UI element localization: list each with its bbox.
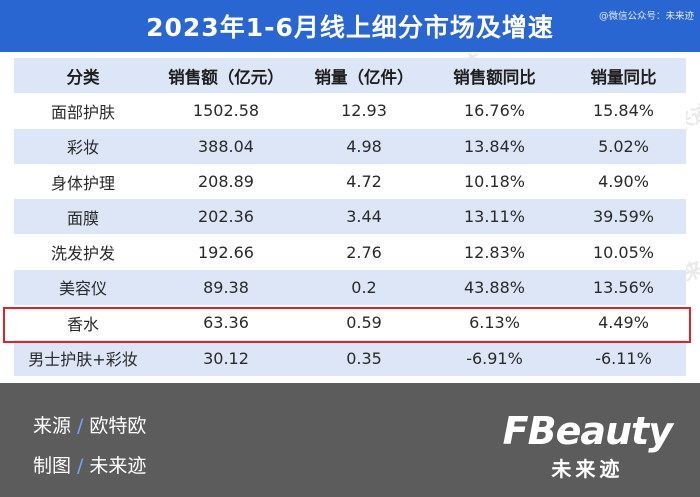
header-sales-volume: 销量（亿件） [300, 58, 428, 94]
cell-amount-yoy: 12.83% [428, 234, 561, 270]
cell-sales-volume: 0.59 [300, 305, 428, 341]
maker-credit: 制图 / 未来迹 [33, 451, 146, 478]
header-sales-amount: 销售额（亿元） [152, 58, 300, 94]
cell-category: 洗发护发 [14, 234, 152, 270]
cell-volume-yoy: 39.59% [561, 199, 686, 235]
cell-category: 男士护肤+彩妆 [14, 340, 152, 376]
watermark-tag: @微信公众号：未来迹 [598, 11, 694, 22]
cell-sales-amount: 89.38 [152, 269, 300, 306]
market-table: 分类 销售额（亿元） 销量（亿件） 销售额同比 销量同比 面部护肤 1502.5… [14, 58, 686, 376]
cell-amount-yoy: 16.76% [428, 93, 561, 129]
cell-sales-volume: 0.35 [300, 340, 428, 376]
header-volume-yoy: 销量同比 [561, 58, 686, 94]
cell-volume-yoy: 15.84% [561, 93, 686, 129]
cell-amount-yoy: 13.11% [428, 199, 561, 235]
cell-category: 彩妆 [14, 128, 152, 164]
source-label: 来源 [33, 415, 72, 437]
cell-sales-volume: 12.93 [300, 93, 428, 129]
cell-volume-yoy: 4.90% [561, 163, 686, 200]
cell-sales-amount: 202.36 [152, 199, 300, 235]
header-amount-yoy: 销售额同比 [428, 58, 561, 94]
cell-category: 身体护理 [14, 163, 152, 200]
cell-sales-amount: 1502.58 [152, 93, 300, 129]
cell-sales-amount: 388.04 [152, 128, 300, 164]
maker-value: 未来迹 [89, 455, 147, 477]
page-title: 2023年1-6月线上细分市场及增速 [146, 13, 554, 42]
table-row: 身体护理 208.89 4.72 10.18% 4.90% [14, 163, 686, 200]
cell-category: 香水 [14, 305, 152, 341]
table-row: 洗发护发 192.66 2.76 12.83% 10.05% [14, 234, 686, 270]
logo-subtitle: 未来迹 [551, 457, 624, 481]
cell-amount-yoy: 43.88% [428, 269, 561, 306]
header-category: 分类 [14, 58, 152, 94]
cell-volume-yoy: 13.56% [561, 269, 686, 306]
table-row: 美容仪 89.38 0.2 43.88% 13.56% [14, 269, 686, 306]
brand-logo: FBeauty 未来迹 [502, 409, 673, 482]
cell-volume-yoy: 4.49% [561, 305, 686, 341]
table-row: 男士护肤+彩妆 30.12 0.35 -6.91% -6.11% [14, 340, 686, 376]
data-table-container: FBeauty 未来迹 FBeauty 未来迹 FBeauty 未来迹 FBea… [14, 49, 700, 376]
cell-category: 面部护肤 [14, 93, 152, 129]
title-bar: 2023年1-6月线上细分市场及增速 @微信公众号：未来迹 [0, 0, 700, 52]
highlight-box [3, 307, 691, 343]
cell-sales-amount: 192.66 [152, 234, 300, 270]
divider-slash: / [77, 455, 84, 477]
table-row: 面部护肤 1502.58 12.93 16.76% 15.84% [14, 93, 686, 129]
cell-category: 面膜 [14, 199, 152, 235]
maker-label: 制图 [33, 455, 72, 477]
cell-sales-amount: 208.89 [152, 163, 300, 200]
cell-sales-volume: 2.76 [300, 234, 428, 270]
cell-sales-volume: 4.72 [300, 163, 428, 200]
cell-volume-yoy: -6.11% [561, 340, 686, 376]
table-row: 面膜 202.36 3.44 13.11% 39.59% [14, 199, 686, 235]
cell-sales-amount: 30.12 [152, 340, 300, 376]
cell-category: 美容仪 [14, 269, 152, 306]
cell-sales-volume: 3.44 [300, 199, 428, 235]
cell-volume-yoy: 5.02% [561, 128, 686, 164]
table-row-highlighted: 香水 63.36 0.59 6.13% 4.49% [14, 305, 686, 341]
cell-amount-yoy: 13.84% [428, 128, 561, 164]
divider-slash: / [77, 415, 84, 437]
cell-volume-yoy: 10.05% [561, 234, 686, 270]
table-row: 彩妆 388.04 4.98 13.84% 5.02% [14, 128, 686, 164]
logo-mark: FBeauty [502, 409, 673, 453]
cell-amount-yoy: 10.18% [428, 163, 561, 200]
cell-sales-amount: 63.36 [152, 305, 300, 341]
footer: 来源 / 欧特欧 制图 / 未来迹 FBeauty 未来迹 [0, 383, 700, 497]
table-header-row: 分类 销售额（亿元） 销量（亿件） 销售额同比 销量同比 [14, 58, 686, 94]
source-value: 欧特欧 [89, 415, 147, 437]
cell-sales-volume: 0.2 [300, 269, 428, 306]
source-credit: 来源 / 欧特欧 [33, 411, 146, 438]
cell-amount-yoy: -6.91% [428, 340, 561, 376]
cell-sales-volume: 4.98 [300, 128, 428, 164]
cell-amount-yoy: 6.13% [428, 305, 561, 341]
